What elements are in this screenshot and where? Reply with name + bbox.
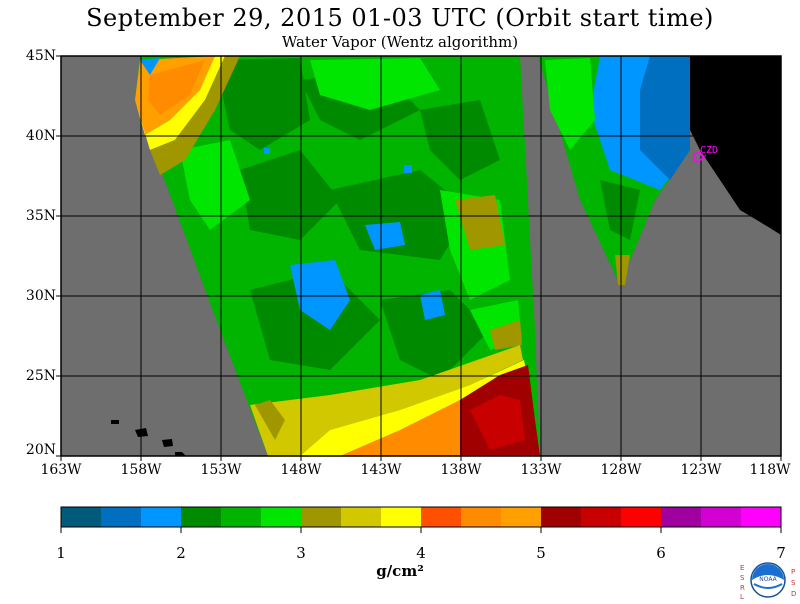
colorbar-swatch <box>541 507 582 527</box>
colorbar-swatch <box>261 507 302 527</box>
colorbar-swatch <box>181 507 222 527</box>
colorbar-tick-6: 6 <box>656 544 666 562</box>
station-label: CZD <box>700 145 719 156</box>
svg-text:S: S <box>740 574 745 582</box>
lon-label-118w: 118W <box>749 462 791 478</box>
colorbar-swatch <box>501 507 542 527</box>
colorbar-swatch <box>141 507 182 527</box>
main-swath <box>135 56 540 456</box>
page-title: September 29, 2015 01-03 UTC (Orbit star… <box>86 4 714 32</box>
colorbar-swatch <box>701 507 742 527</box>
colorbar-tick-7: 7 <box>776 544 786 562</box>
colorbar-swatch <box>621 507 662 527</box>
colorbar-swatch <box>741 507 782 527</box>
colorbar-swatch <box>221 507 262 527</box>
colorbar-units: g/cm² <box>376 562 424 580</box>
svg-text:E: E <box>740 564 744 572</box>
graticule <box>61 56 781 456</box>
colorbar-swatch <box>341 507 382 527</box>
lon-label-163w: 163W <box>40 462 82 478</box>
svg-text:L: L <box>740 593 744 600</box>
lon-label-128w: 128W <box>600 462 642 478</box>
east-swath <box>538 56 690 285</box>
colorbar-swatch <box>581 507 622 527</box>
lon-label-158w: 158W <box>120 462 162 478</box>
lon-label-153w: 153W <box>200 462 242 478</box>
station-marker-czd <box>693 151 707 163</box>
colorbar-swatch <box>381 507 422 527</box>
noaa-logo-text: NOAA <box>759 576 777 583</box>
page-subtitle: Water Vapor (Wentz algorithm) <box>281 33 519 51</box>
colorbar-tick-5: 5 <box>536 544 546 562</box>
colorbar-swatch <box>101 507 142 527</box>
lat-label-25n: 25N <box>25 368 56 384</box>
land-north-america <box>690 56 781 235</box>
svg-text:D: D <box>791 590 796 598</box>
axis-ticks <box>56 55 782 461</box>
colorbar-tick-3: 3 <box>296 544 306 562</box>
colorbar <box>61 507 782 527</box>
colorbar-swatch <box>421 507 462 527</box>
colorbar-swatch <box>661 507 702 527</box>
colorbar-swatch <box>461 507 502 527</box>
colorbar-tick-1: 1 <box>56 544 66 562</box>
lon-label-133w: 133W <box>520 462 562 478</box>
lon-label-138w: 138W <box>440 462 482 478</box>
svg-text:P: P <box>791 568 795 576</box>
lat-label-35n: 35N <box>25 208 56 224</box>
lon-label-123w: 123W <box>680 462 722 478</box>
lon-label-148w: 148W <box>280 462 322 478</box>
svg-text:R: R <box>740 584 745 592</box>
lat-label-45n: 45N <box>25 48 56 64</box>
lat-label-40n: 40N <box>25 128 56 144</box>
lat-label-20n: 20N <box>25 442 56 458</box>
colorbar-swatch <box>61 507 102 527</box>
colorbar-tick-4: 4 <box>416 544 426 562</box>
svg-text:S: S <box>791 579 796 587</box>
lat-label-30n: 30N <box>25 288 56 304</box>
colorbar-ticks <box>60 527 782 533</box>
lon-label-143w: 143W <box>360 462 402 478</box>
colorbar-tick-2: 2 <box>176 544 186 562</box>
colorbar-swatch <box>301 507 342 527</box>
map-frame <box>60 55 782 457</box>
